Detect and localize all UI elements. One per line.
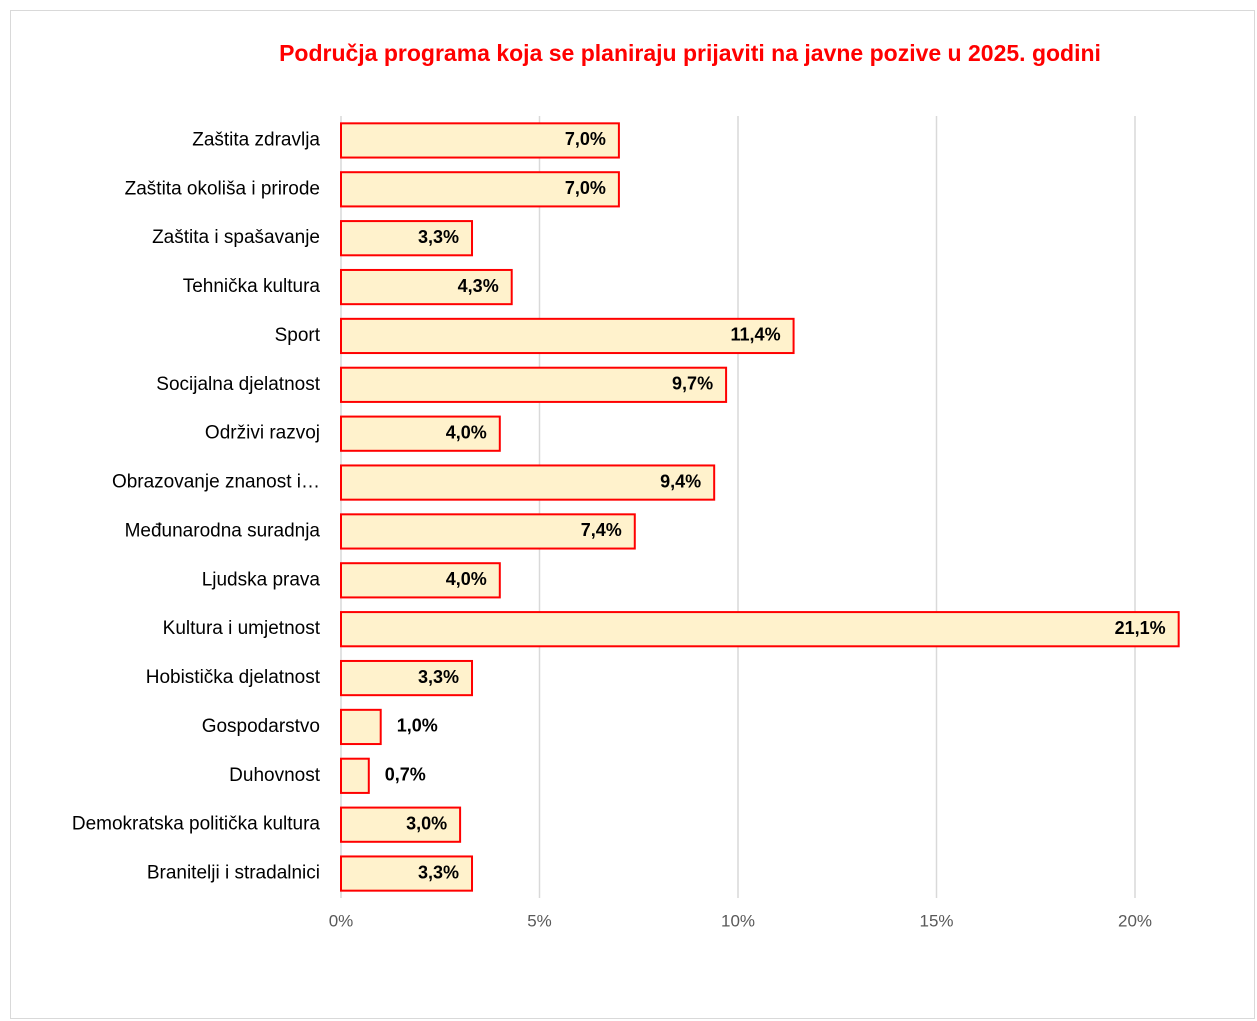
y-tick-label: Tehnička kultura — [183, 276, 321, 297]
y-tick-label: Zaštita okoliša i prirode — [125, 178, 320, 199]
x-tick-label: 10% — [721, 911, 755, 930]
bar — [340, 415, 501, 452]
y-tick-label: Demokratska politička kultura — [72, 814, 321, 835]
y-tick-label: Sport — [275, 325, 321, 346]
bar — [340, 855, 474, 892]
data-label: 7,0% — [565, 129, 606, 149]
data-label: 9,7% — [672, 374, 713, 394]
data-label: 4,3% — [458, 276, 499, 296]
bar — [340, 464, 716, 501]
y-tick-label: Hobistička djelatnost — [146, 667, 321, 688]
y-tick-label: Socijalna djelatnost — [156, 374, 320, 395]
bar — [340, 562, 501, 599]
data-label: 7,4% — [581, 520, 622, 540]
data-label: 7,0% — [565, 178, 606, 198]
y-tick-label: Obrazovanje znanost i… — [112, 472, 320, 493]
chart-frame — [10, 10, 1255, 1019]
x-tick-label: 15% — [919, 911, 953, 930]
y-tick-label: Duhovnost — [229, 765, 321, 786]
bar — [340, 171, 620, 208]
bar — [340, 757, 370, 794]
y-tick-label: Kultura i umjetnost — [163, 618, 321, 639]
y-tick-label: Ljudska prava — [202, 569, 321, 590]
bar — [340, 708, 382, 746]
data-label: 3,3% — [418, 227, 459, 247]
y-tick-label: Gospodarstvo — [202, 716, 320, 737]
y-tick-label: Međunarodna suradnja — [125, 520, 321, 541]
bar — [340, 611, 1180, 648]
data-label: 3,3% — [418, 667, 459, 687]
data-label: 3,3% — [418, 862, 459, 882]
data-label: 21,1% — [1115, 618, 1166, 638]
data-label: 4,0% — [446, 569, 487, 589]
y-tick-label: Branitelji i stradalnici — [147, 863, 320, 884]
bar — [340, 513, 636, 550]
data-label: 1,0% — [397, 716, 438, 736]
bar — [340, 220, 474, 257]
bar — [340, 317, 795, 355]
data-label: 0,7% — [385, 765, 426, 785]
x-tick-label: 5% — [527, 911, 552, 930]
bar — [340, 366, 728, 403]
y-tick-label: Održivi razvoj — [205, 423, 320, 444]
x-tick-label: 20% — [1118, 911, 1152, 930]
chart-title: Područja programa koja se planiraju prij… — [279, 40, 1101, 66]
bar — [340, 268, 513, 306]
bar — [340, 122, 620, 159]
x-tick-label: 0% — [329, 911, 354, 930]
data-label: 11,4% — [731, 325, 781, 345]
y-tick-label: Zaštita zdravlja — [192, 129, 320, 150]
y-tick-label: Zaštita i spašavanje — [152, 227, 320, 248]
data-label: 9,4% — [660, 471, 701, 491]
bar — [340, 659, 474, 697]
data-label: 4,0% — [446, 422, 487, 442]
data-label: 3,0% — [406, 813, 447, 833]
bar — [340, 806, 462, 843]
